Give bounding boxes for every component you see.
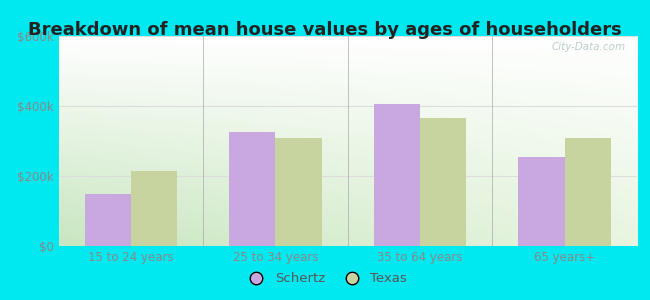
Text: City-Data.com: City-Data.com — [551, 42, 625, 52]
Bar — [374, 104, 420, 246]
Legend: Schertz, Texas: Schertz, Texas — [238, 267, 412, 290]
Bar — [519, 157, 565, 246]
Bar — [84, 194, 131, 246]
Bar — [276, 137, 322, 246]
Bar — [131, 171, 177, 246]
Bar — [420, 118, 466, 246]
Text: Breakdown of mean house values by ages of householders: Breakdown of mean house values by ages o… — [28, 21, 622, 39]
Bar — [229, 132, 276, 246]
Bar — [565, 137, 611, 246]
